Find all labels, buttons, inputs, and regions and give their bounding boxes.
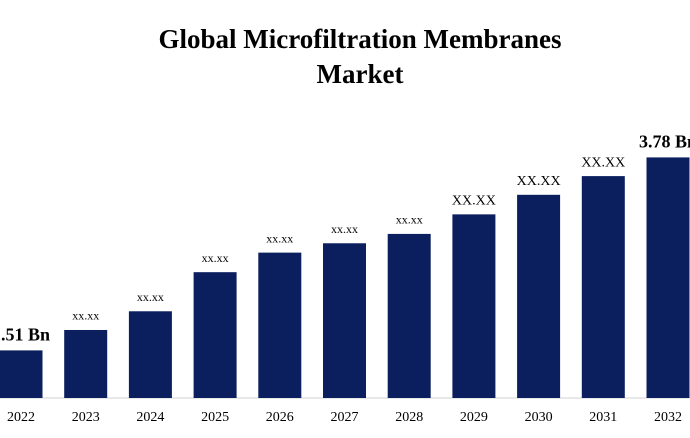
x-tick-label: 2024	[136, 410, 164, 425]
bar	[387, 233, 431, 398]
x-tick-label: 2028	[395, 410, 423, 425]
chart-title: Global Microfiltration Membranes	[159, 24, 562, 54]
value-label: xx.xx	[137, 290, 164, 304]
chart-title: Market	[317, 59, 404, 89]
bar	[193, 272, 237, 398]
bar	[646, 157, 690, 398]
value-label: 1.51 Bn	[0, 325, 50, 345]
value-label: XX.XX	[517, 174, 561, 189]
bar	[128, 311, 172, 398]
x-tick-label: 2022	[7, 410, 35, 425]
bar	[258, 252, 302, 398]
bar	[323, 243, 366, 398]
value-label: xx.xx	[331, 222, 358, 236]
x-tick-label: 2026	[266, 410, 294, 425]
value-label: XX.XX	[581, 155, 625, 170]
bar	[452, 214, 496, 398]
bar	[64, 329, 108, 398]
x-tick-label: 2032	[654, 410, 682, 425]
x-tick-label: 2025	[201, 410, 229, 425]
x-tick-label: 2027	[331, 410, 359, 425]
value-label: xx.xx	[72, 309, 99, 323]
x-tick-label: 2031	[589, 410, 617, 425]
bar	[0, 350, 43, 398]
bar	[581, 176, 625, 398]
value-label: xx.xx	[396, 213, 423, 227]
x-tick-label: 2023	[72, 410, 100, 425]
bar	[517, 194, 561, 398]
x-tick-label: 2029	[460, 410, 488, 425]
value-label: xx.xx	[202, 251, 229, 265]
value-label: XX.XX	[452, 194, 496, 209]
value-label: xx.xx	[266, 231, 293, 245]
value-label: 3.78 Bn	[639, 132, 690, 152]
x-tick-label: 2030	[525, 410, 553, 425]
